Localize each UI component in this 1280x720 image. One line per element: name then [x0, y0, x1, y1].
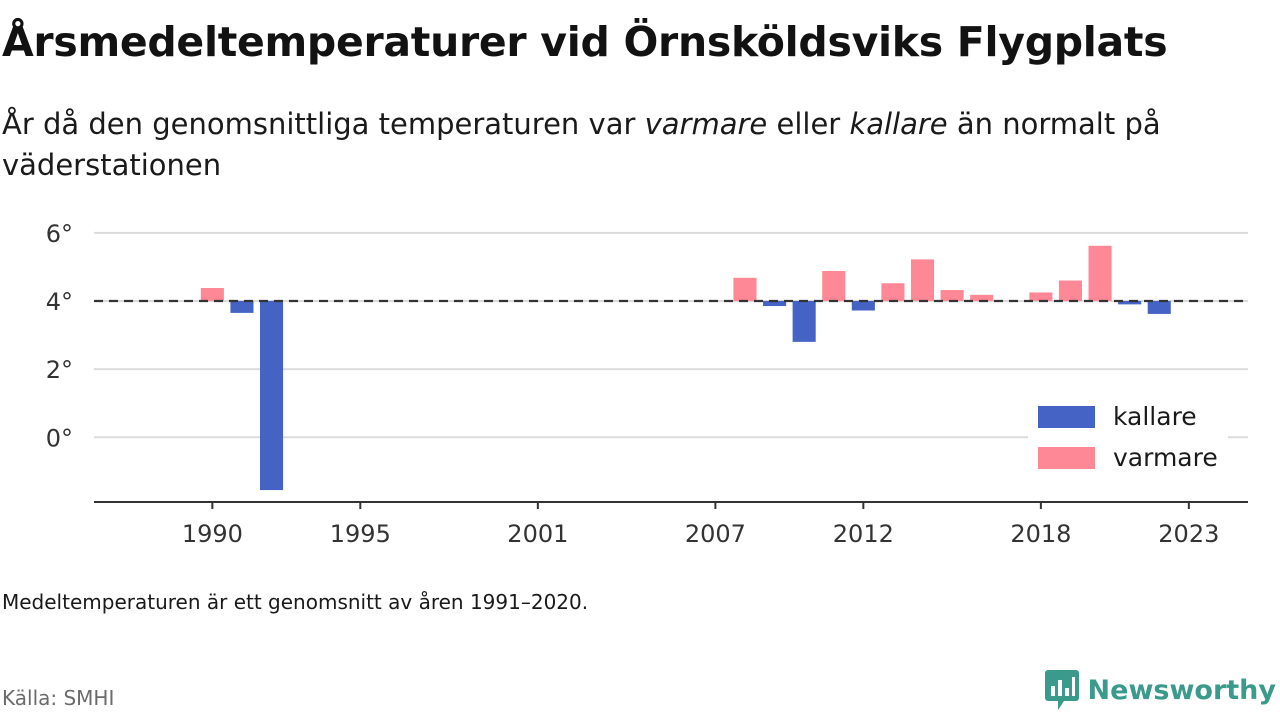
x-tick-label: 2001 — [507, 520, 568, 548]
bar-kallare — [792, 300, 816, 342]
subtitle-cold-word: kallare — [849, 107, 948, 141]
bar-varmare — [970, 294, 994, 301]
x-tick-label: 2018 — [1010, 520, 1071, 548]
bar-kallare — [851, 300, 875, 311]
subtitle-part-3: än normalt på väderstationen — [2, 107, 1161, 182]
brand-name: Newsworthy — [1087, 674, 1276, 706]
brand-logo: Newsworthy — [1044, 668, 1276, 712]
subtitle-part-2: eller — [767, 107, 850, 141]
bar-varmare — [1058, 280, 1083, 301]
bar-kallare — [763, 300, 787, 307]
legend-swatch-varmare — [1038, 447, 1095, 469]
bar-kallare — [259, 300, 284, 491]
y-tick-label: 6° — [46, 220, 73, 248]
legend-swatch-kallare — [1038, 406, 1095, 428]
subtitle-part-1: År då den genomsnittliga temperaturen va… — [2, 107, 645, 141]
legend: kallare varmare — [1028, 394, 1228, 472]
bar-varmare — [910, 259, 935, 301]
x-tick-label: 1990 — [182, 520, 243, 548]
bar-varmare — [881, 283, 905, 301]
bar-varmare — [940, 290, 964, 301]
x-tick-label: 1995 — [330, 520, 391, 548]
subtitle-warm-word: varmare — [644, 107, 768, 141]
bar-varmare — [822, 270, 846, 301]
y-tick-label: 2° — [46, 356, 73, 384]
x-tick-label: 2023 — [1158, 520, 1219, 548]
bars — [200, 245, 1171, 491]
bar-kallare — [1118, 300, 1142, 305]
x-tick-label: 2007 — [685, 520, 746, 548]
axes: 0° 2° 4° 6° 1990 1995 2001 2007 2012 2018 2023 — [46, 220, 1248, 548]
chart-title: Årsmedeltemperaturer vid Örnsköldsviks F… — [2, 18, 1168, 66]
bar-varmare — [200, 288, 224, 301]
newsworthy-logo-icon — [1044, 670, 1079, 710]
footnote: Medeltemperaturen är ett genomsnitt av å… — [2, 590, 589, 614]
bar-kallare — [1147, 300, 1171, 314]
bar-varmare — [1029, 292, 1053, 301]
legend-label-kallare: kallare — [1113, 402, 1197, 431]
chart-subtitle: År då den genomsnittliga temperaturen va… — [2, 104, 1272, 186]
y-tick-label: 0° — [46, 424, 73, 452]
y-tick-label: 4° — [46, 288, 73, 316]
source-label: Källa: SMHI — [2, 686, 115, 710]
legend-label-varmare: varmare — [1113, 443, 1218, 472]
bar-kallare — [230, 300, 254, 313]
bar-varmare — [1088, 245, 1112, 301]
x-tick-label: 2012 — [833, 520, 894, 548]
bar-varmare — [733, 277, 757, 301]
